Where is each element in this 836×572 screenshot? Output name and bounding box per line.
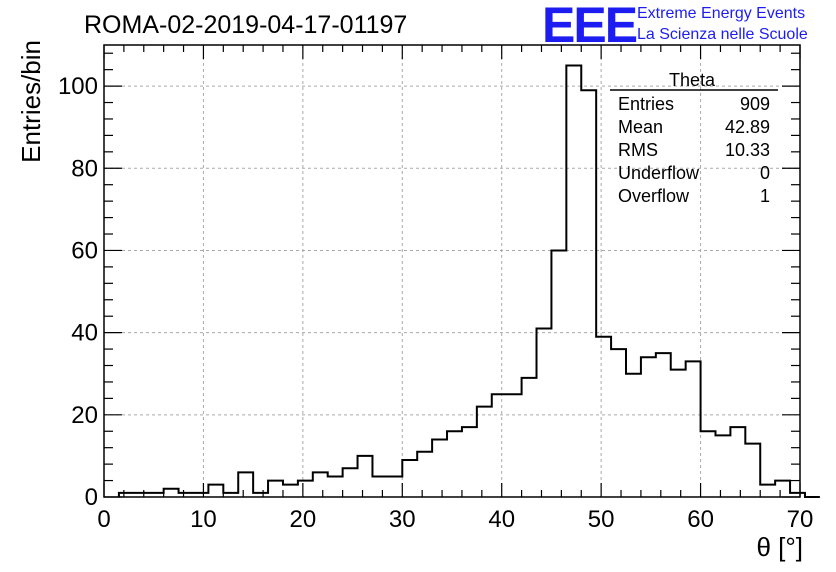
histogram-bin	[462, 427, 477, 497]
histogram-outline	[117, 64, 820, 498]
stats-label: Underflow	[618, 163, 700, 183]
histogram-bin	[581, 90, 596, 497]
histogram-bin	[372, 476, 387, 497]
histogram-bin	[208, 485, 223, 497]
y-tick-label: 20	[71, 402, 98, 429]
x-tick-label: 10	[190, 506, 217, 533]
histogram-bin	[387, 476, 402, 497]
x-tick-label: 50	[588, 506, 615, 533]
x-tick-label: 20	[290, 506, 317, 533]
histogram-bin	[566, 66, 581, 497]
histogram-bin	[283, 485, 298, 497]
logo-mark: EEE	[542, 0, 637, 53]
histogram-bin	[492, 394, 507, 497]
chart-title: ROMA-02-2019-04-17-01197	[84, 11, 407, 39]
histogram-bin	[730, 427, 745, 497]
histogram-bin	[402, 460, 417, 497]
histogram-bin	[715, 435, 730, 497]
stats-value: 0	[760, 163, 770, 183]
histogram-bin	[328, 476, 343, 497]
histogram-bin	[745, 444, 760, 497]
histogram-bin	[760, 485, 775, 497]
histogram-bin	[537, 329, 552, 497]
x-tick-label: 0	[97, 506, 110, 533]
histogram-bin	[447, 431, 462, 497]
stats-label: Overflow	[618, 186, 690, 206]
histogram-bin	[671, 370, 686, 497]
histogram-bin	[343, 468, 358, 497]
stats-value: 1	[760, 186, 770, 206]
logo-line2: La Scienza nelle Scuole	[637, 26, 808, 43]
axis-ticks	[103, 45, 801, 498]
histogram-bin	[268, 481, 283, 497]
stats-rows: Entries 909 Mean 42.89 RMS 10.33 Underflow 0 Ove…	[618, 94, 770, 206]
plot-frame	[103, 44, 801, 498]
histogram-bin	[551, 250, 566, 497]
y-tick-label: 0	[85, 484, 98, 511]
histogram-bin	[626, 374, 641, 497]
histogram-bin	[522, 378, 537, 497]
grid-lines	[104, 45, 800, 497]
x-tick-label: 40	[488, 506, 515, 533]
histogram-bin	[358, 456, 373, 497]
histogram-bin	[611, 349, 626, 497]
histogram-bin	[298, 481, 313, 497]
y-tick-label: 80	[71, 155, 98, 182]
y-axis-label: Entries/bin	[16, 40, 46, 163]
histogram-bin	[432, 439, 447, 497]
x-tick-label: 60	[687, 506, 714, 533]
logo-line1: Extreme Energy Events	[637, 5, 805, 22]
stats-value: 10.33	[725, 140, 770, 160]
histogram-bin	[641, 357, 656, 497]
y-tick-label: 60	[71, 237, 98, 264]
eee-logo: EEE Extreme Energy Events La Scienza nel…	[542, 0, 808, 53]
histogram-bin	[313, 472, 328, 497]
x-tick-label: 70	[787, 506, 814, 533]
histogram-bin	[164, 489, 179, 497]
histogram-bin	[701, 431, 716, 497]
histogram-bin	[775, 481, 790, 497]
stats-box: Theta Entries 909 Mean 42.89 RMS 10.33 Underfl…	[610, 70, 778, 206]
histogram-bins	[119, 66, 805, 497]
stats-value: 909	[740, 94, 770, 114]
y-tick-label: 100	[58, 73, 98, 100]
x-tick-label: 30	[389, 506, 416, 533]
y-tick-label: 40	[71, 320, 98, 347]
histogram-bin	[238, 472, 253, 497]
histogram-bin	[477, 407, 492, 497]
x-axis-label: θ [°]	[756, 532, 803, 562]
stats-label: Entries	[618, 94, 674, 114]
histogram-bin	[596, 337, 611, 497]
histogram-bin	[417, 452, 432, 497]
stats-label: RMS	[618, 140, 658, 160]
histogram-bin	[686, 361, 701, 497]
stats-value: 42.89	[725, 117, 770, 137]
histogram-bin	[507, 394, 522, 497]
stats-title: Theta	[669, 70, 716, 90]
stats-label: Mean	[618, 117, 663, 137]
histogram-bin	[656, 353, 671, 497]
